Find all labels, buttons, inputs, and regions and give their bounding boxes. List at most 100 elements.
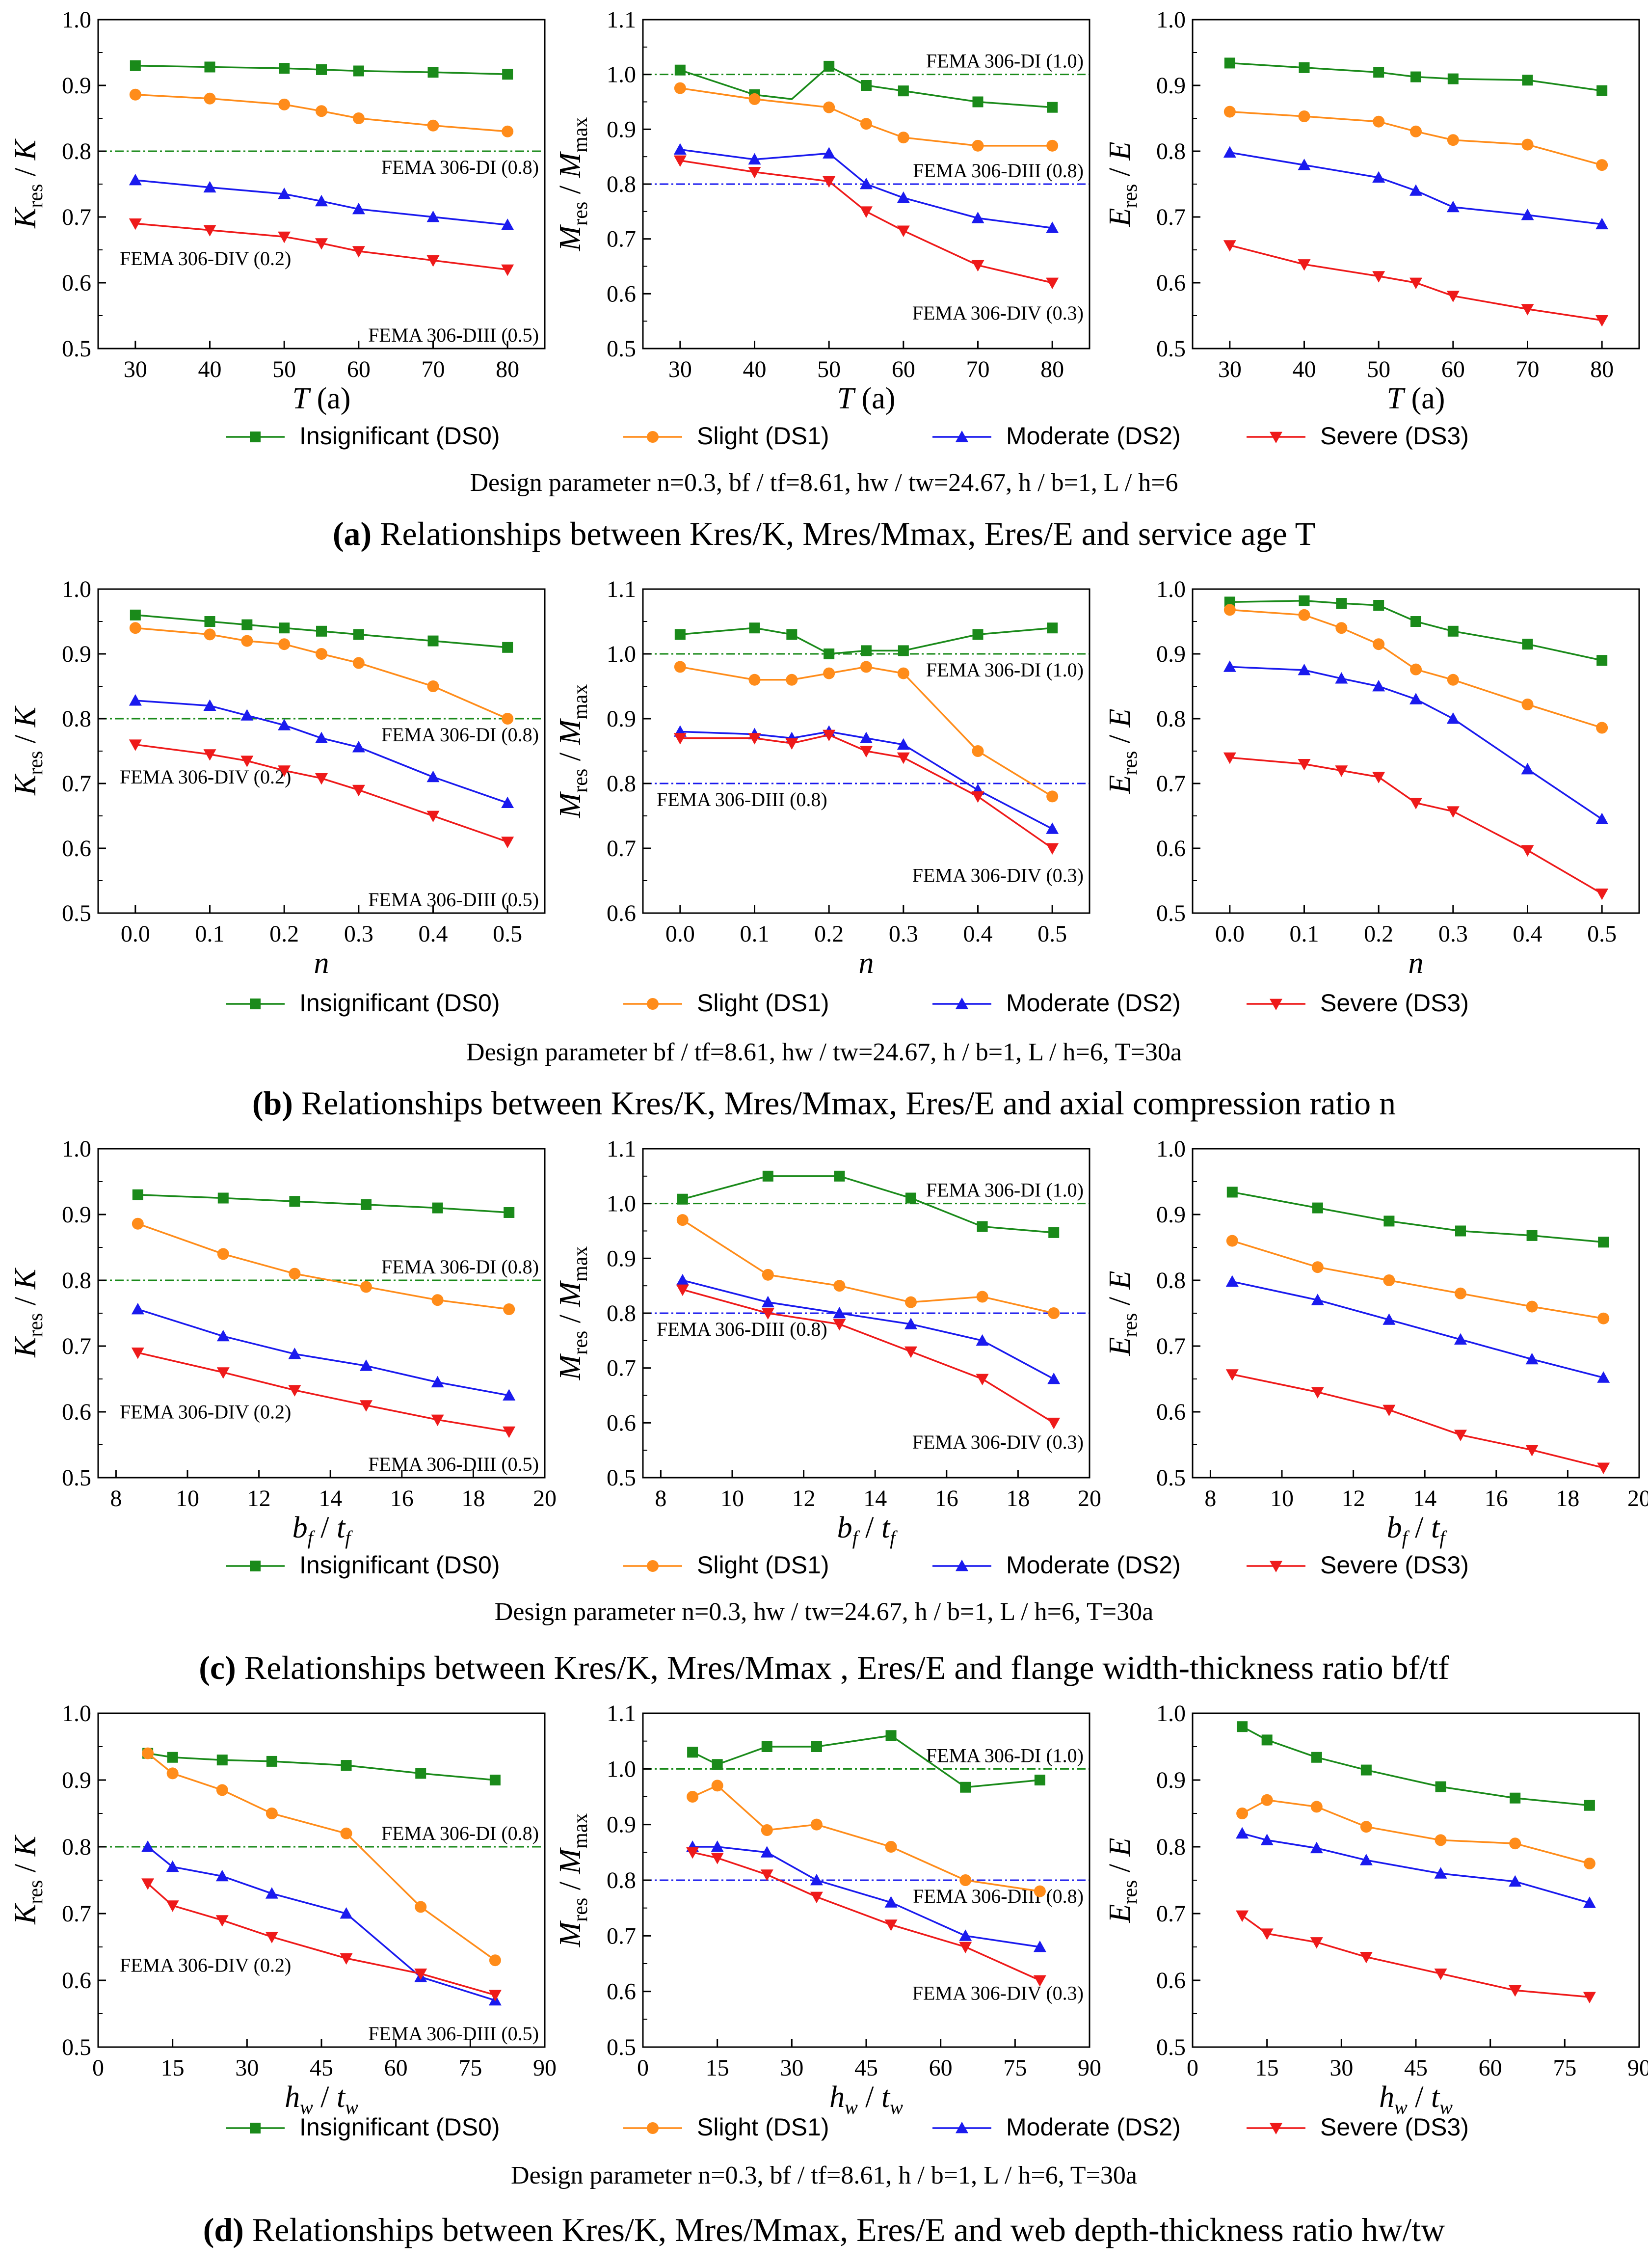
- data-point-DS3: [1409, 277, 1422, 289]
- series-DS0: [674, 60, 1058, 113]
- legend-label: Slight (DS1): [697, 2113, 829, 2141]
- data-point-DS3: [971, 260, 984, 272]
- x-tick-label: 0: [92, 2055, 104, 2081]
- data-point-DS1: [972, 745, 984, 757]
- y-tick-label: 0.9: [62, 1767, 91, 1793]
- series-line-DS1: [1242, 1799, 1590, 1864]
- legend-label: Insignificant (DS0): [299, 1551, 500, 1579]
- design-parameter: Design parameter n=0.3, hw / tw=24.67, h…: [495, 1598, 1153, 1626]
- data-point-DS0: [1261, 1734, 1273, 1746]
- data-point-DS0: [1226, 1187, 1238, 1198]
- x-tick-label: 15: [161, 2055, 185, 2081]
- series-DS0: [1224, 57, 1608, 96]
- data-point-DS3: [1223, 752, 1236, 764]
- data-point-DS2: [1310, 1841, 1323, 1854]
- data-point-DS3: [166, 1900, 179, 1912]
- caption: (c) Relationships between Kres/K, Mres/M…: [199, 1649, 1449, 1686]
- y-tick-label: 0.6: [62, 836, 91, 862]
- data-point-DS2: [1047, 1373, 1061, 1384]
- legend-marker: [250, 1561, 261, 1571]
- data-point-DS1: [1597, 1312, 1610, 1324]
- data-point-DS1: [216, 1784, 228, 1796]
- y-tick-label: 0.6: [1156, 1399, 1186, 1425]
- series-DS0: [1224, 595, 1608, 666]
- legend-marker: [647, 1560, 659, 1572]
- data-point-DS0: [905, 1192, 916, 1204]
- x-tick-label: 12: [1342, 1485, 1365, 1512]
- data-point-DS0: [279, 622, 290, 634]
- data-point-DS2: [1521, 208, 1534, 220]
- x-tick-label: 0: [637, 2055, 649, 2081]
- reference-label: FEMA 306-DIII (0.5): [368, 889, 539, 911]
- data-point-DS1: [352, 657, 365, 669]
- data-point-DS0: [279, 63, 290, 74]
- data-point-DS0: [1034, 1775, 1045, 1785]
- data-point-DS1: [278, 638, 291, 650]
- data-point-DS2: [904, 1318, 917, 1329]
- series-DS0: [677, 1170, 1060, 1238]
- data-point-DS2: [959, 1929, 972, 1941]
- y-tick-label: 0.9: [607, 1245, 636, 1271]
- y-tick-label: 1.0: [607, 1756, 636, 1782]
- x-axis-label: T (a): [292, 382, 351, 415]
- x-tick-label: 20: [1627, 1485, 1648, 1512]
- data-point-DS1: [1521, 698, 1534, 710]
- data-point-DS3: [1310, 1937, 1323, 1949]
- data-point-DS1: [1435, 1834, 1447, 1846]
- y-tick-label: 1.0: [62, 1136, 91, 1162]
- data-point-DS1: [204, 628, 216, 641]
- series-line-DS2: [135, 700, 508, 804]
- series-DS3: [129, 739, 514, 848]
- y-tick-label: 0.9: [607, 116, 636, 142]
- data-point-DS2: [760, 1846, 773, 1858]
- x-tick-label: 60: [1479, 2055, 1502, 2081]
- data-point-DS0: [1410, 71, 1421, 82]
- data-point-DS3: [129, 218, 142, 230]
- data-point-DS1: [502, 713, 514, 725]
- series-DS0: [130, 60, 513, 80]
- data-point-DS3: [315, 773, 328, 785]
- data-point-DS3: [503, 1426, 516, 1438]
- data-point-DS3: [1597, 1462, 1610, 1474]
- data-point-DS2: [711, 1840, 724, 1852]
- y-tick-label: 0.5: [1156, 900, 1186, 926]
- series-DS1: [676, 1214, 1060, 1319]
- data-point-DS0: [977, 1221, 988, 1232]
- series-DS1: [129, 88, 514, 137]
- reference-label: FEMA 306-DI (1.0): [926, 1744, 1084, 1766]
- y-tick-label: 0.6: [607, 1410, 636, 1436]
- reference-label: FEMA 306-DIV (0.3): [912, 1431, 1084, 1453]
- data-point-DS1: [427, 119, 439, 132]
- data-point-DS0: [130, 609, 141, 621]
- data-point-DS3: [897, 752, 910, 764]
- data-point-DS1: [241, 635, 253, 647]
- series-line-DS2: [1232, 1280, 1604, 1379]
- design-parameter: Design parameter n=0.3, bf / tf=8.61, hw…: [470, 469, 1178, 497]
- x-axis-label: T (a): [1387, 382, 1445, 415]
- y-tick-label: 1.0: [607, 641, 636, 667]
- x-tick-label: 80: [1040, 356, 1064, 382]
- panel-d-1: FEMA 306-DI (0.8) FEMA 306-DIII (0.5) FEMA…: [9, 1701, 557, 2118]
- series-DS2: [129, 694, 514, 808]
- x-tick-label: 30: [780, 2055, 803, 2081]
- data-point-DS3: [1521, 304, 1534, 316]
- data-point-DS0: [489, 1775, 501, 1785]
- y-tick-label: 0.6: [607, 900, 636, 926]
- data-point-DS1: [1526, 1300, 1538, 1313]
- data-point-DS1: [762, 1269, 774, 1281]
- data-point-DS1: [1596, 159, 1608, 171]
- data-point-DS1: [885, 1841, 897, 1853]
- legend-label: Severe (DS3): [1320, 422, 1469, 450]
- data-point-DS2: [1521, 762, 1534, 775]
- series-line-DS2: [1229, 666, 1603, 820]
- data-point-DS1: [340, 1827, 352, 1839]
- x-tick-label: 30: [1218, 356, 1242, 382]
- data-point-DS1: [502, 125, 514, 137]
- data-point-DS2: [748, 153, 761, 165]
- series-line-DS1: [682, 1219, 1054, 1314]
- series-line-DS3: [135, 744, 508, 843]
- data-point-DS3: [501, 264, 514, 276]
- data-point-DS0: [1596, 85, 1608, 96]
- data-point-DS3: [1409, 798, 1422, 810]
- data-point-DS2: [278, 719, 291, 730]
